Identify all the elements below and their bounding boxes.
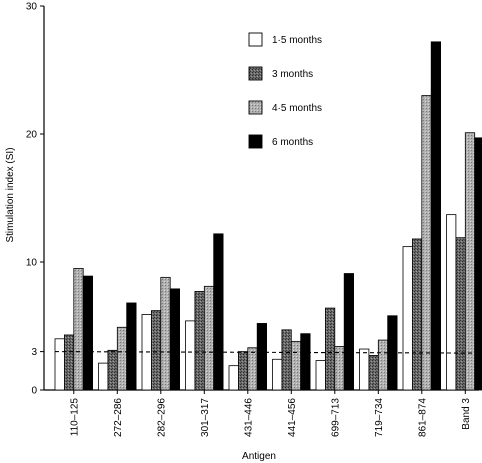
- y-tick-label: 3: [31, 347, 37, 358]
- x-tick-label: 301–317: [200, 398, 211, 437]
- bar: [64, 334, 75, 391]
- bar: [247, 347, 258, 391]
- y-axis-title: Stimulation index (SI): [5, 147, 16, 242]
- reference-line: [54, 351, 477, 354]
- bar: [359, 348, 370, 391]
- bar: [213, 233, 224, 391]
- legend-swatch: [248, 32, 263, 47]
- x-tick-label: 272–286: [113, 398, 124, 437]
- bar: [315, 360, 326, 391]
- bar: [324, 307, 336, 391]
- bar: [343, 273, 355, 391]
- bar: [281, 329, 292, 391]
- bar: [82, 275, 93, 391]
- bar: [411, 238, 423, 391]
- bar: [300, 333, 311, 391]
- bar: [237, 351, 249, 391]
- x-tick-label: 441–456: [287, 398, 298, 437]
- bar: [256, 323, 268, 391]
- y-tick-label: 20: [26, 130, 38, 141]
- bar: [98, 362, 109, 391]
- bar: [228, 365, 239, 391]
- bar: [430, 41, 442, 391]
- x-tick-label: 861–874: [417, 398, 428, 437]
- bar: [150, 310, 162, 391]
- y-tick-label: 0: [31, 386, 37, 397]
- x-tick-label: 699–713: [330, 398, 341, 437]
- legend-label: 4·5 months: [272, 103, 322, 114]
- x-tick-label: 282–296: [156, 398, 167, 437]
- x-tick-label: 110–125: [69, 398, 80, 437]
- bar: [368, 355, 379, 391]
- y-tick-label: 30: [26, 2, 38, 13]
- bar: [290, 340, 302, 391]
- legend-label: 1·5 months: [272, 35, 322, 46]
- bar: [107, 349, 118, 391]
- bar: [455, 237, 466, 391]
- x-axis-title: Antigen: [242, 451, 276, 462]
- legend-label: 6 months: [272, 137, 313, 148]
- bar: [421, 95, 432, 391]
- legend: 1·5 months 3 months 4·5 months 6 months: [248, 32, 322, 149]
- bar: [446, 214, 457, 391]
- bar: [464, 132, 476, 391]
- x-tick-label: 431–446: [243, 398, 254, 437]
- legend-swatch: [248, 66, 263, 81]
- bar: [203, 285, 215, 391]
- legend-swatch: [248, 100, 263, 115]
- bar: [194, 291, 205, 391]
- bar: [185, 320, 196, 391]
- bar: [54, 338, 65, 391]
- x-tick-label: Band 3: [461, 398, 472, 430]
- bar: [169, 288, 180, 391]
- legend-swatch: [248, 134, 263, 149]
- bar: [474, 137, 482, 391]
- bar: [73, 267, 84, 391]
- bar: [377, 339, 389, 391]
- x-tick-label: 719–734: [374, 398, 385, 437]
- y-tick-label: 10: [26, 258, 38, 269]
- bar: [116, 326, 128, 391]
- bar: [126, 302, 137, 391]
- bar: [272, 358, 283, 391]
- bar: [402, 246, 413, 391]
- plot-area: 0 3 10 20 30 110–125 272–286 282–296 301–317 431–…: [26, 2, 482, 437]
- bar: [160, 276, 171, 391]
- legend-label: 3 months: [272, 69, 313, 80]
